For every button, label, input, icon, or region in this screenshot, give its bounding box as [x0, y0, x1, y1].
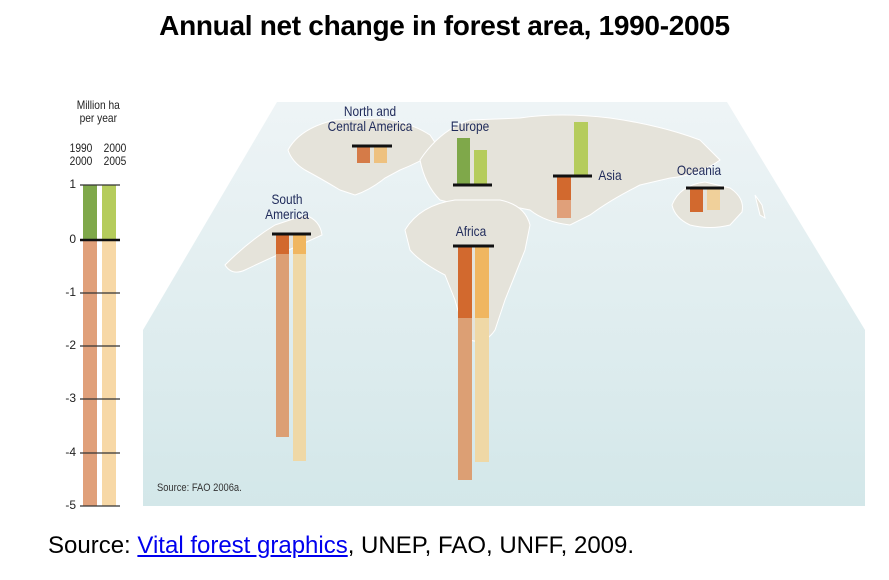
period-2-end: 2005: [103, 154, 127, 168]
south-america-shape: [224, 214, 323, 273]
label-south-america: South America: [265, 191, 309, 222]
tick-1: 1: [69, 177, 76, 191]
unit-label: Million ha per year: [66, 99, 131, 125]
vital-forest-graphics-link[interactable]: Vital forest graphics: [137, 532, 348, 559]
period-1-label: 1990 2000: [64, 142, 98, 168]
tick-minus-1: -1: [65, 285, 76, 299]
legend-loss-1990-2000: [83, 240, 97, 506]
bars-oceania: [686, 186, 724, 212]
chart-title: Annual net change in forest area, 1990-2…: [159, 10, 730, 41]
bars-africa: [453, 244, 494, 480]
label-europe: Europe: [450, 118, 490, 134]
tick-minus-2: -2: [65, 338, 76, 352]
legend-gain-2000-2005: [102, 185, 116, 240]
footer-prefix: Source:: [48, 532, 138, 559]
bars-asia: [553, 122, 592, 218]
unit-line-2: per year: [79, 111, 118, 125]
map-source-note: Source: FAO 2006a.: [157, 482, 242, 494]
bars-north-central-america: [352, 144, 392, 163]
label-oceania: Oceania: [676, 162, 722, 178]
bars-europe: [453, 138, 492, 187]
period-1-start: 1990: [69, 141, 93, 155]
unit-line-1: Million ha: [76, 98, 120, 112]
label-africa: Africa: [455, 223, 487, 239]
legend-gain-1990-2000: [83, 185, 97, 240]
legend-axis: [80, 184, 120, 507]
tick-minus-4: -4: [65, 445, 76, 459]
legend-loss-2000-2005: [102, 240, 116, 506]
bars-south-america: [272, 232, 311, 461]
label-asia: Asia: [598, 167, 622, 183]
period-2-start: 2000: [103, 141, 127, 155]
period-2-label: 2000 2005: [98, 142, 132, 168]
tick-minus-5: -5: [65, 498, 76, 512]
period-1-end: 2000: [69, 154, 93, 168]
tick-0: 0: [69, 232, 76, 246]
new-zealand-shape: [754, 194, 766, 220]
footer-source: Source: Vital forest graphics, UNEP, FAO…: [48, 532, 634, 560]
label-north-central-america: North and Central America: [327, 103, 413, 134]
tick-minus-3: -3: [65, 391, 76, 405]
footer-suffix: , UNEP, FAO, UNFF, 2009.: [347, 532, 635, 559]
